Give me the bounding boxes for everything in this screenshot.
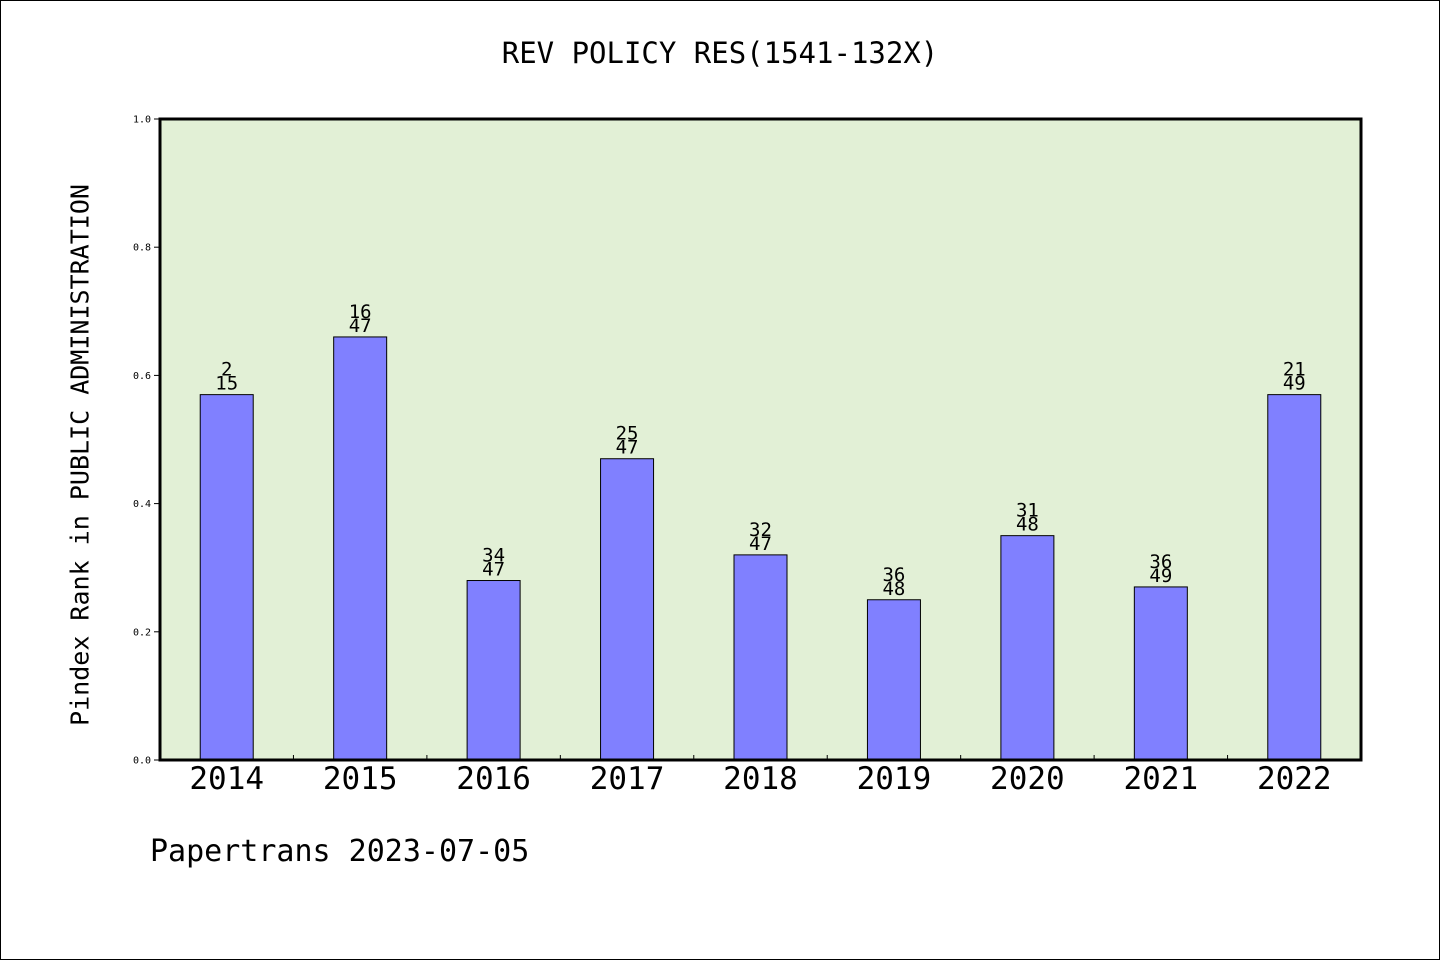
y-tick-label: 0.0 (133, 756, 151, 767)
x-tick-label: 2016 (456, 761, 531, 797)
plot-border (158, 117, 1363, 762)
bar (1267, 394, 1322, 761)
x-tick-label: 2019 (857, 761, 932, 797)
bar (866, 599, 921, 761)
bar-label-top: 31 (1016, 500, 1039, 522)
bar-label-top: 32 (749, 519, 772, 541)
bar-label-top: 36 (1149, 551, 1172, 573)
bar (466, 580, 521, 761)
bar-label-top: 2 (221, 359, 232, 381)
bar-label-bottom: 48 (1016, 514, 1039, 536)
bar-label-bottom: 15 (215, 373, 238, 395)
bar-label-top: 36 (882, 564, 905, 586)
bar-label-top: 16 (349, 301, 372, 323)
bar-label-bottom: 47 (349, 315, 372, 337)
bar (1133, 586, 1188, 761)
bar (733, 554, 788, 761)
bar-label-bottom: 49 (1149, 565, 1172, 587)
chart-title: REV POLICY RES(1541-132X) (501, 36, 939, 70)
y-tick-label: 0.4 (133, 499, 151, 510)
y-tick-label: 0.2 (133, 627, 151, 638)
y-tick-label: 0.8 (133, 243, 151, 254)
y-tick-label: 0.6 (133, 371, 151, 382)
bar-label-bottom: 47 (482, 559, 505, 581)
bar (199, 394, 254, 761)
footer-credit: Papertrans 2023-07-05 (150, 834, 530, 869)
x-tick-label: 2018 (723, 761, 798, 797)
bar (1000, 535, 1055, 761)
x-tick-label: 2015 (323, 761, 398, 797)
x-tick-label: 2017 (590, 761, 665, 797)
bar (333, 336, 388, 761)
bar-label-top: 25 (616, 423, 639, 445)
bar-label-bottom: 47 (616, 437, 639, 459)
bar-label-top: 34 (482, 545, 505, 567)
bar-label-top: 21 (1283, 359, 1306, 381)
y-tick-label: 1.0 (133, 115, 151, 126)
x-tick-label: 2020 (990, 761, 1065, 797)
x-tick-label: 2022 (1257, 761, 1332, 797)
bar-label-bottom: 49 (1283, 373, 1306, 395)
x-tick-label: 2014 (189, 761, 264, 797)
bar (600, 458, 655, 761)
bar-label-bottom: 47 (749, 533, 772, 555)
x-tick-label: 2021 (1124, 761, 1199, 797)
bar-label-bottom: 48 (882, 578, 905, 600)
